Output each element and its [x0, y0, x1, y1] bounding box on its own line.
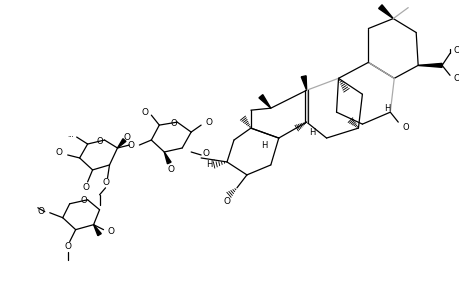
Text: O: O [168, 165, 174, 174]
Text: O: O [107, 227, 114, 236]
Polygon shape [117, 139, 126, 148]
Text: O: O [202, 149, 209, 158]
Text: O: O [452, 46, 459, 55]
Text: O: O [205, 118, 212, 127]
Text: O: O [141, 108, 148, 117]
Text: H: H [206, 160, 212, 169]
Text: O: O [38, 207, 45, 216]
Text: O: O [127, 140, 134, 149]
Text: O: O [223, 197, 230, 206]
Text: ...: ... [67, 132, 74, 138]
Polygon shape [301, 76, 306, 90]
Text: O: O [64, 242, 71, 251]
Text: O: O [171, 118, 177, 127]
Polygon shape [378, 5, 392, 19]
Text: O: O [102, 178, 109, 188]
Polygon shape [93, 225, 101, 236]
Text: O: O [80, 196, 87, 205]
Polygon shape [258, 94, 270, 108]
Text: O: O [452, 74, 459, 83]
Text: H: H [260, 140, 267, 149]
Text: O: O [56, 148, 62, 158]
Text: O: O [82, 183, 89, 192]
Text: H: H [383, 104, 390, 113]
Polygon shape [417, 63, 441, 68]
Text: O: O [401, 123, 408, 132]
Text: O: O [123, 133, 131, 142]
Text: O: O [96, 136, 103, 146]
Polygon shape [164, 152, 171, 164]
Text: H: H [308, 128, 314, 136]
